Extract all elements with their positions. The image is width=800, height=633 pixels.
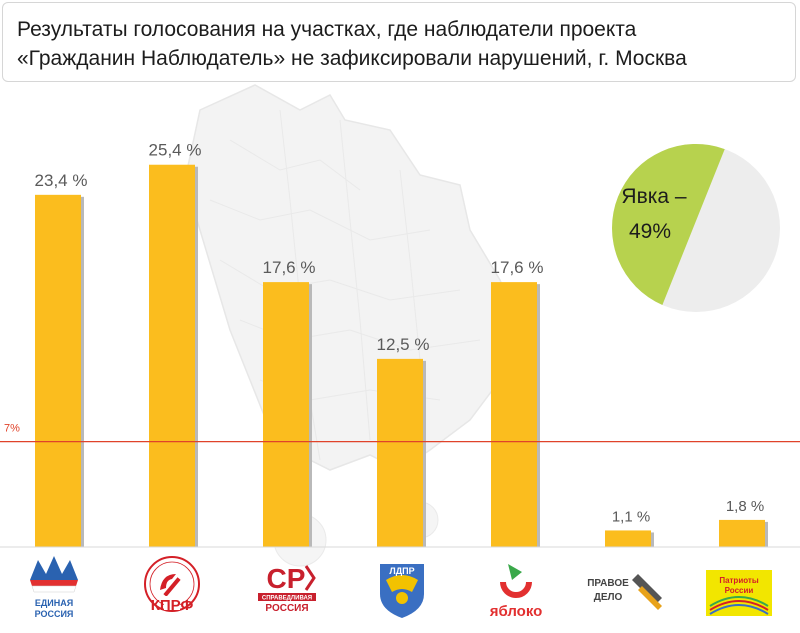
sr-text: СР [267,563,306,594]
yabloko-text: яблоко [490,603,543,620]
pravoe-delo-logo: ПРАВОЕ ДЕЛО [580,552,680,628]
bar-value-label: 17,6 % [491,258,544,277]
turnout-label-line-2: 49% [629,220,671,243]
bar [149,164,195,548]
patrioty-text-2: России [725,586,754,595]
kprf-text: КПРФ [151,597,194,614]
bar-value-label: 17,6 % [263,258,316,277]
bar-value-label: 12,5 % [377,335,430,354]
threshold-label: 7% [4,423,20,435]
bar-value-label: 1,8 % [726,498,764,515]
bar [491,282,537,547]
turnout-label-line-1: Явка – [621,185,686,208]
bar [263,282,309,547]
edinaya-rossiya-text-1: ЕДИНАЯ [35,598,73,608]
yabloko-logo: яблоко [466,552,566,628]
bar-value-label: 1,1 % [612,508,650,525]
pravoe-delo-text-1: ПРАВОЕ [587,578,629,589]
patrioty-rossii-logo: Патриоты России [694,552,794,628]
turnout-pie-slice [612,144,725,305]
bar [605,530,651,547]
bar [377,358,423,547]
patrioty-text-1: Патриоты [719,576,759,585]
sr-text-2: СПРАВЕДЛИВАЯ [262,596,312,602]
edinaya-rossiya-text-2: РОССИЯ [35,609,74,619]
pravoe-delo-text-2: ДЕЛО [594,592,623,603]
chart-title-line-1: Результаты голосования на участках, где … [17,18,637,41]
ldpr-text: ЛДПР [389,566,414,576]
ldpr-logo: ЛДПР [352,552,452,628]
sr-text-3: РОССИЯ [265,603,308,614]
bar-value-label: 23,4 % [35,171,88,190]
bar [35,194,81,547]
bar-value-label: 25,4 % [149,141,202,160]
edinaya-rossiya-logo: ЕДИНАЯ РОССИЯ [4,552,104,628]
chart-title-line-2: «Гражданин Наблюдатель» не зафиксировали… [17,47,687,70]
spravedlivaya-rossiya-logo: СР СПРАВЕДЛИВАЯ РОССИЯ [238,552,338,628]
chart-title-box: Результаты голосования на участках, где … [2,2,796,82]
bar [719,519,765,547]
kprf-logo: КПРФ [122,552,222,628]
